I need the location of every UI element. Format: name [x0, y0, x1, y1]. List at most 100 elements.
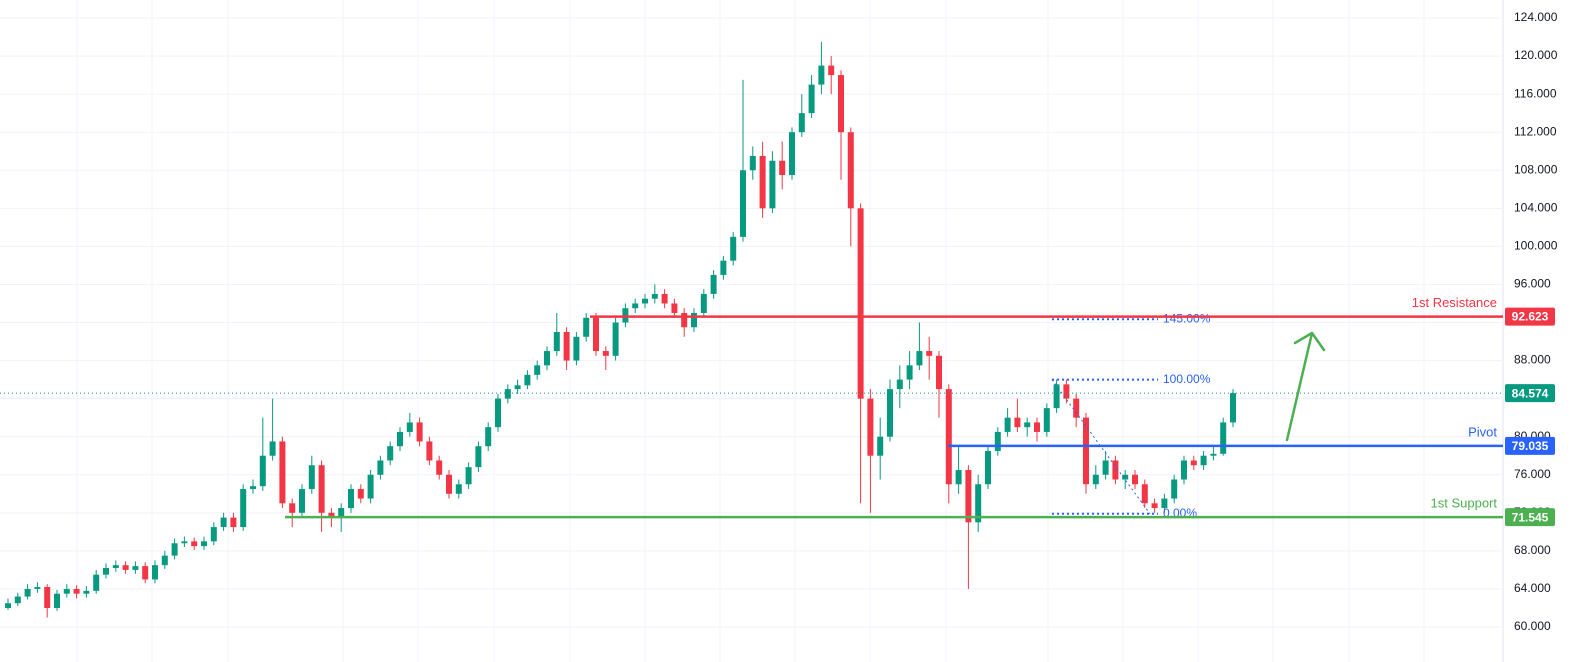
candle-body [789, 132, 795, 176]
candle-body [700, 293, 707, 313]
price-tag [1505, 436, 1555, 455]
price-tag-label: 71.545 [1512, 510, 1549, 524]
candle-body [1190, 460, 1197, 466]
candle-body [152, 565, 158, 580]
arrow [1285, 331, 1326, 442]
candle-body [945, 389, 952, 485]
candle-body [1200, 455, 1207, 466]
candle-body [357, 489, 364, 499]
candle-body [142, 566, 149, 580]
candle-body [122, 565, 129, 570]
candle-body [112, 565, 119, 569]
candle-body [1043, 408, 1050, 432]
candle-body [54, 593, 60, 608]
price-tag [1505, 307, 1555, 326]
candle-body [387, 446, 394, 461]
candle-body [583, 317, 590, 337]
candle-body [691, 312, 697, 328]
candle-body [642, 298, 648, 304]
candle-body [573, 336, 580, 361]
candle-body [730, 236, 737, 261]
y-tick-label: 68.000 [1514, 543, 1551, 557]
level-name: 1st Support [1431, 496, 1498, 511]
candle-body [975, 484, 982, 523]
candle-body [455, 484, 462, 494]
y-tick-label: 100.000 [1514, 239, 1558, 253]
candle-body [348, 489, 354, 509]
candle-body [769, 160, 776, 209]
candle-body [1092, 474, 1099, 485]
y-tick-label: 76.000 [1514, 467, 1551, 481]
candle-body [397, 431, 403, 447]
candle-body [93, 574, 100, 591]
y-tick-label: 64.000 [1514, 581, 1551, 595]
candle-body [612, 322, 619, 356]
candle-body [73, 588, 80, 594]
candle-body [1024, 422, 1031, 428]
candle-body [328, 512, 335, 518]
candle-body [1063, 384, 1070, 399]
candle-body [1004, 417, 1011, 432]
candle-body [318, 465, 325, 513]
candle-body [632, 303, 639, 309]
candle-body [720, 260, 727, 275]
candle-body [985, 450, 991, 485]
candle-body [808, 84, 815, 114]
candle-body [671, 303, 678, 313]
candle-body [44, 587, 51, 608]
candle-body [201, 541, 207, 547]
candle-body [661, 293, 668, 304]
candle-body [377, 460, 384, 475]
candle-body [83, 590, 90, 594]
fib-label: 100.00% [1163, 372, 1211, 386]
candle-body [847, 132, 854, 209]
candle-body [220, 517, 227, 528]
candle-body [259, 455, 266, 487]
candle-body [34, 587, 41, 589]
candle-body [1220, 422, 1227, 454]
candle-body [936, 355, 942, 390]
y-tick-label: 112.000 [1514, 124, 1557, 138]
candle-body [926, 351, 933, 356]
y-tick-label: 120.000 [1514, 48, 1558, 62]
candle-body [887, 389, 893, 437]
candle-body [602, 351, 609, 356]
y-tick-label: 116.000 [1514, 86, 1557, 100]
candle-body [63, 588, 70, 594]
candle-body [1083, 417, 1089, 485]
candle-body [1053, 384, 1060, 409]
candle-body [504, 389, 511, 399]
price-tag-label: 92.623 [1512, 310, 1549, 324]
candle-body [838, 75, 844, 133]
candle-body [103, 568, 109, 575]
y-tick-label: 104.000 [1514, 200, 1558, 214]
candle-body [514, 385, 521, 390]
candle-body [1014, 417, 1021, 428]
candle-body [798, 113, 805, 133]
fib-label: 145.00% [1163, 311, 1211, 325]
candle-body [759, 155, 766, 209]
y-tick-label: 96.000 [1514, 277, 1551, 291]
candle-body [308, 465, 315, 490]
candle-body [1122, 474, 1129, 480]
candle-body [230, 517, 237, 528]
candle-body [916, 351, 923, 366]
candle-body [710, 274, 717, 294]
candle-body [1151, 503, 1158, 509]
candle-body [681, 312, 688, 328]
candle-body [651, 293, 658, 299]
candle-body [161, 555, 168, 566]
price-tag-label: 84.574 [1512, 386, 1549, 400]
candle-body [485, 427, 492, 447]
candle-body [1141, 484, 1148, 504]
candle-body [1132, 474, 1138, 485]
candle-body [906, 365, 913, 380]
candle-body [1161, 498, 1168, 509]
vertical-grid [76, 0, 1425, 662]
candle-body [299, 489, 305, 513]
candle-body [24, 588, 31, 597]
candle-body [132, 566, 139, 570]
candle-body [994, 431, 1001, 451]
candle-body [965, 469, 972, 523]
